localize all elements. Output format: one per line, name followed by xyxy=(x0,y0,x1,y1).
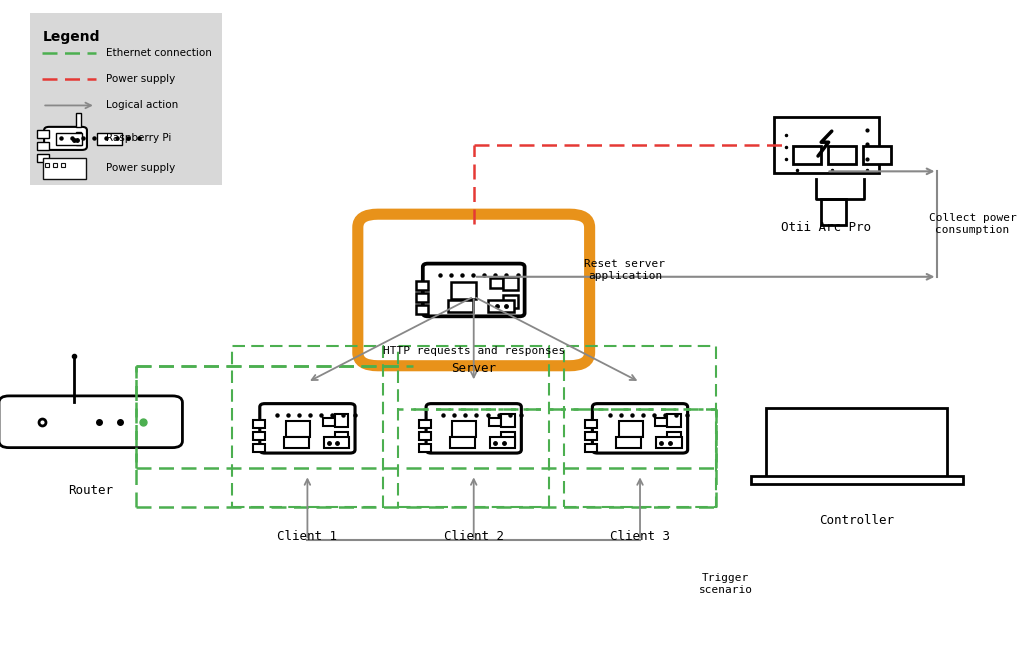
Bar xyxy=(253,432,265,440)
Bar xyxy=(451,281,476,299)
Bar xyxy=(335,432,348,445)
Bar xyxy=(416,281,428,290)
Text: Otii Arc Pro: Otii Arc Pro xyxy=(781,221,871,234)
Bar xyxy=(668,432,681,445)
FancyBboxPatch shape xyxy=(593,403,688,453)
Bar xyxy=(453,420,476,437)
Bar xyxy=(863,146,891,164)
Bar xyxy=(449,300,473,312)
Bar xyxy=(501,414,515,427)
Bar xyxy=(76,132,81,145)
Text: Client 2: Client 2 xyxy=(443,530,504,544)
Bar xyxy=(503,277,518,290)
Bar xyxy=(618,420,643,437)
Bar xyxy=(766,408,947,480)
Bar xyxy=(450,436,475,448)
Bar xyxy=(490,278,503,287)
FancyBboxPatch shape xyxy=(426,403,521,453)
Bar xyxy=(656,436,682,448)
Text: Power supply: Power supply xyxy=(105,74,175,84)
Bar xyxy=(76,113,81,127)
Bar xyxy=(503,295,518,308)
Bar xyxy=(57,136,67,142)
Bar xyxy=(253,444,265,452)
Bar xyxy=(586,420,597,428)
Bar xyxy=(793,146,821,164)
Bar xyxy=(416,305,428,314)
Bar xyxy=(490,436,515,448)
Bar xyxy=(335,414,348,427)
Text: Client 1: Client 1 xyxy=(278,530,338,544)
Bar xyxy=(668,414,681,427)
Bar xyxy=(419,420,431,428)
FancyBboxPatch shape xyxy=(31,13,222,185)
Bar xyxy=(488,300,514,312)
Bar xyxy=(37,154,49,162)
FancyBboxPatch shape xyxy=(0,396,182,447)
Bar xyxy=(37,130,49,138)
Text: Collect power
consumption: Collect power consumption xyxy=(929,214,1017,235)
Text: Reset server
application: Reset server application xyxy=(585,260,666,281)
Bar xyxy=(56,134,82,146)
Text: Server: Server xyxy=(452,362,497,376)
Bar xyxy=(43,158,86,179)
Bar xyxy=(37,142,49,150)
Bar xyxy=(284,436,309,448)
Text: Ethernet connection: Ethernet connection xyxy=(105,47,212,58)
FancyBboxPatch shape xyxy=(423,264,524,316)
Bar xyxy=(323,418,335,426)
Bar xyxy=(72,134,76,138)
Bar xyxy=(616,436,641,448)
Bar xyxy=(821,199,847,225)
Bar xyxy=(501,432,515,445)
Bar xyxy=(489,418,501,426)
Bar xyxy=(253,420,265,428)
Text: HTTP requests and responses: HTTP requests and responses xyxy=(383,346,565,356)
Bar xyxy=(419,432,431,440)
Bar xyxy=(324,436,349,448)
Bar xyxy=(655,418,668,426)
Bar xyxy=(416,293,428,302)
Bar xyxy=(586,432,597,440)
Bar xyxy=(827,146,856,164)
Text: Power supply: Power supply xyxy=(105,163,175,173)
Text: Controller: Controller xyxy=(819,514,894,527)
Bar xyxy=(96,134,122,146)
Text: Trigger
scenario: Trigger scenario xyxy=(698,573,753,595)
Bar xyxy=(419,444,431,452)
Text: Router: Router xyxy=(69,484,114,498)
Text: Legend: Legend xyxy=(42,30,99,43)
Bar xyxy=(773,117,880,173)
Bar xyxy=(751,476,963,484)
Bar xyxy=(586,444,597,452)
FancyBboxPatch shape xyxy=(357,214,590,366)
Text: Client 3: Client 3 xyxy=(610,530,670,544)
Text: Raspberry Pi: Raspberry Pi xyxy=(105,133,171,144)
FancyBboxPatch shape xyxy=(260,403,355,453)
FancyBboxPatch shape xyxy=(44,127,87,150)
Text: Logical action: Logical action xyxy=(105,100,178,111)
Bar xyxy=(286,420,310,437)
